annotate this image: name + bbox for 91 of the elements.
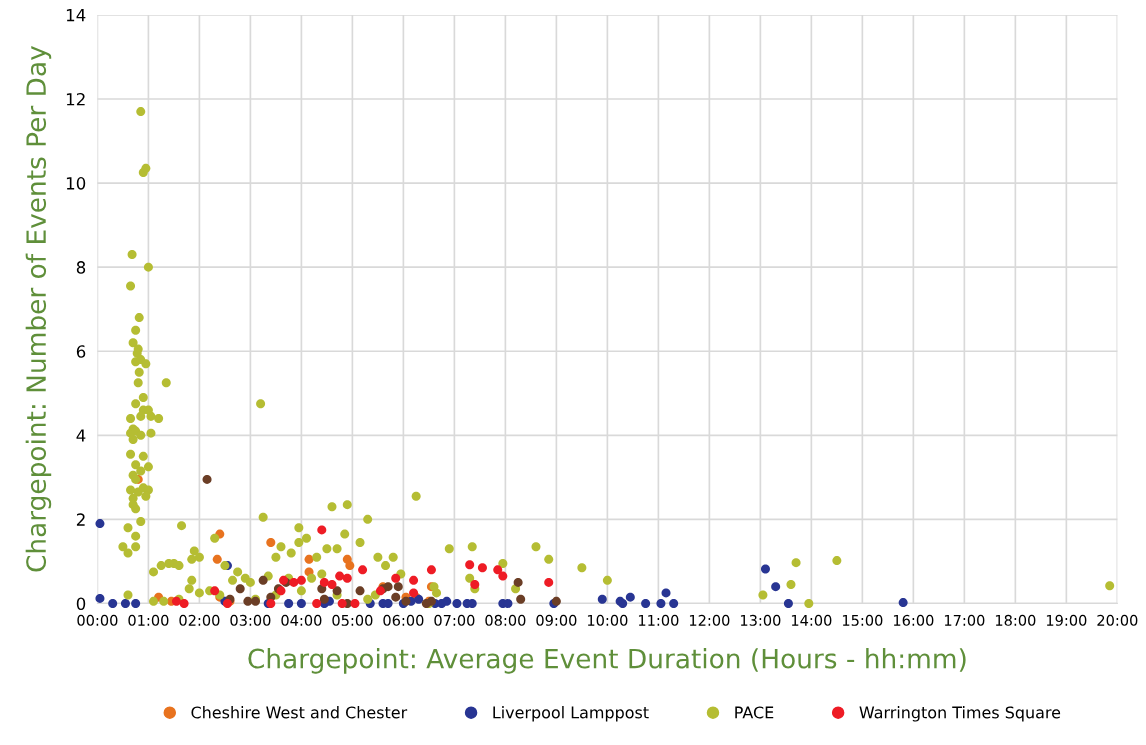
point [625,592,635,602]
point [391,573,401,583]
point [210,586,220,596]
point [597,594,607,604]
point [95,593,105,603]
point [513,577,523,587]
point [345,561,355,571]
y-tick-label: 14 [66,9,86,22]
point [760,564,770,574]
point [327,580,337,590]
point [355,586,365,596]
point [771,582,781,592]
point [898,598,908,608]
point [442,596,452,606]
y-tick-label: 10 [66,177,86,190]
point [391,592,401,602]
point [317,525,327,535]
legend-label: PACE [735,706,774,719]
point [296,575,306,585]
point [358,565,368,575]
legend-label: Cheshire West and Chester [191,706,408,719]
point [258,575,268,585]
y-tick-label: 2 [76,513,85,526]
y-tick-label: 6 [76,345,86,358]
x-tick-label: 20:00 [1097,614,1138,626]
x-tick-label: 13:00 [740,614,781,626]
point [661,588,671,598]
point [235,584,245,594]
point [179,598,189,608]
point [335,571,345,581]
x-tick-label: 15:00 [842,614,883,626]
point [393,582,403,592]
x-tick-label: 04:00 [281,614,322,626]
point [656,598,666,608]
point [319,577,329,587]
point [516,594,526,604]
point [212,554,222,564]
x-tick-label: 12:00 [689,614,730,626]
point [284,598,294,608]
point [131,598,141,608]
point [470,580,480,590]
point [342,573,352,583]
y-axis-title: Chargepoint: Number of Events Per Day [25,46,52,572]
x-tick-label: 09:00 [536,614,577,626]
point [498,571,508,581]
point [477,563,487,573]
x-tick-label: 16:00 [893,614,934,626]
point [332,586,342,596]
point [383,582,393,592]
x-tick-label: 10:00 [587,614,628,626]
point [641,598,651,608]
x-tick-label: 05:00 [332,614,373,626]
point [493,565,503,575]
x-tick-label: 11:00 [638,614,679,626]
x-tick-label: 18:00 [995,614,1036,626]
point [95,519,105,529]
point [319,594,329,604]
legend-label: Liverpool Lamppost [493,706,649,722]
point [544,577,554,587]
x-tick-label: 00:00 [77,614,118,626]
x-axis-title: Chargepoint: Average Event Duration (Hours - hh:mm) [248,648,966,674]
point [350,598,360,608]
point [289,577,299,587]
point [120,598,130,608]
x-tick-label: 03:00 [230,614,271,626]
x-tick-label: 14:00 [791,614,832,626]
point [296,598,306,608]
point [783,598,793,608]
legend-label: Warrington Times Square [859,706,1061,722]
x-tick-label: 07:00 [434,614,475,626]
point [266,537,276,547]
point [108,598,118,608]
point [337,598,347,608]
point [312,598,322,608]
x-tick-label: 06:00 [383,614,424,626]
point [452,598,462,608]
point [465,560,475,570]
y-tick-label: 8 [76,261,86,274]
x-tick-label: 17:00 [944,614,985,626]
point [409,588,419,598]
x-tick-label: 01:00 [128,614,169,626]
y-tick-label: 12 [66,92,85,106]
point [409,575,419,585]
point [669,598,679,608]
point [426,565,436,575]
point [202,474,212,484]
y-tick-label: 4 [76,429,86,442]
y-tick-label: 0 [76,597,86,611]
x-tick-label: 08:00 [485,614,526,626]
x-tick-label: 02:00 [179,614,220,626]
x-tick-label: 19:00 [1046,614,1087,626]
